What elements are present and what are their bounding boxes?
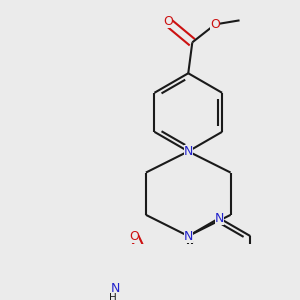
- Text: O: O: [130, 230, 140, 243]
- Text: N: N: [184, 230, 193, 242]
- Text: N: N: [184, 145, 193, 158]
- Text: N: N: [110, 282, 120, 295]
- Text: O: O: [163, 16, 173, 28]
- Text: H: H: [109, 293, 116, 300]
- Text: O: O: [210, 18, 220, 31]
- Text: N: N: [214, 212, 224, 225]
